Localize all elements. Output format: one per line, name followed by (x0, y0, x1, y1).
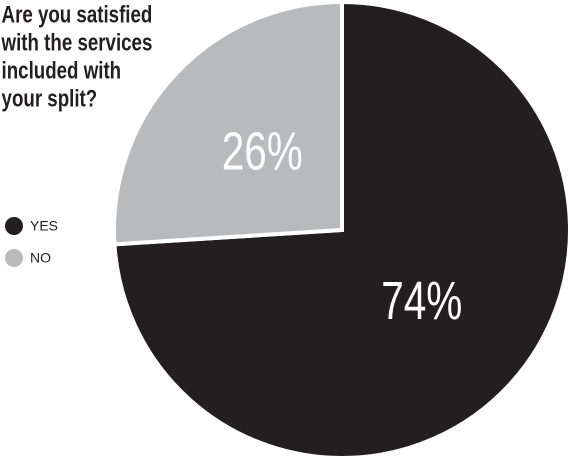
slice-label-group: 26% (222, 122, 303, 182)
title-line: with the services (1, 29, 153, 56)
legend-marker (5, 217, 23, 235)
title-line: your split? (2, 85, 98, 112)
title-line: Are you satisfied (2, 1, 153, 28)
legend-marker (5, 249, 23, 267)
title-line: included with (2, 57, 122, 84)
slice-label-group: 74% (381, 272, 462, 332)
slice-label: 26% (222, 122, 303, 182)
pie-slice (112, 0, 344, 247)
legend-label: NO (30, 250, 51, 266)
legend-label: YES (30, 218, 58, 234)
title: Are you satisfied with the services incl… (1, 1, 153, 112)
slice-label: 74% (381, 272, 462, 332)
